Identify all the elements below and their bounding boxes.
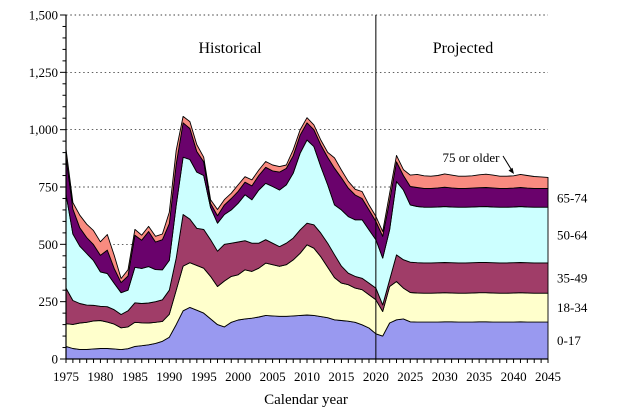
annotation-arrow	[502, 155, 514, 174]
y-axis-label: 750	[39, 180, 59, 195]
x-axis-label: 1975	[53, 369, 79, 384]
y-axis-label: 1,250	[29, 65, 58, 80]
y-axis-label: 250	[39, 294, 59, 309]
x-axis-label: 2015	[328, 369, 354, 384]
x-axis-label: 2010	[294, 369, 320, 384]
x-axis-labels: 1975 1980 1985 1990 1995 2000 2005 2010 2015 2020…	[53, 369, 561, 384]
x-axis-label: 2030	[432, 369, 458, 384]
y-axis-label: 0	[52, 352, 59, 367]
band-label-18-34: 18-34	[557, 300, 588, 315]
x-axis-label: 1995	[191, 369, 217, 384]
x-axis-label: 1985	[122, 369, 148, 384]
band-label-0-17: 0-17	[557, 333, 581, 348]
label-historical: Historical	[198, 40, 262, 57]
x-axis-label: 2020	[363, 369, 389, 384]
band-labels: 65-74 50-64 35-49 18-34 0-17	[557, 190, 588, 348]
band-label-50-64: 50-64	[557, 228, 588, 243]
x-axis-label: 2005	[260, 369, 286, 384]
area-75-or-older	[65, 115, 549, 284]
y-axis-labels: 0 250 500 750 1,000 1,250 1,500	[29, 8, 58, 367]
band-label-35-49: 35-49	[557, 271, 587, 286]
axes	[60, 14, 549, 363]
x-axis-label: 1980	[87, 369, 113, 384]
annotation-75-or-older: 75 or older	[442, 150, 500, 165]
label-projected: Projected	[433, 40, 493, 57]
x-axis-label: 1990	[156, 369, 182, 384]
band-label-65-74: 65-74	[557, 190, 588, 205]
x-axis-title: Calendar year	[264, 392, 348, 408]
x-axis-label: 2000	[225, 369, 251, 384]
y-axis-label: 1,500	[29, 8, 58, 23]
y-axis-label: 500	[39, 237, 59, 252]
x-axis-label: 2035	[466, 369, 492, 384]
y-axis-label: 1,000	[29, 122, 58, 137]
area-series	[65, 115, 549, 360]
x-axis-label: 2025	[397, 369, 423, 384]
x-axis-label: 2040	[501, 369, 527, 384]
x-axis-label: 2045	[535, 369, 561, 384]
